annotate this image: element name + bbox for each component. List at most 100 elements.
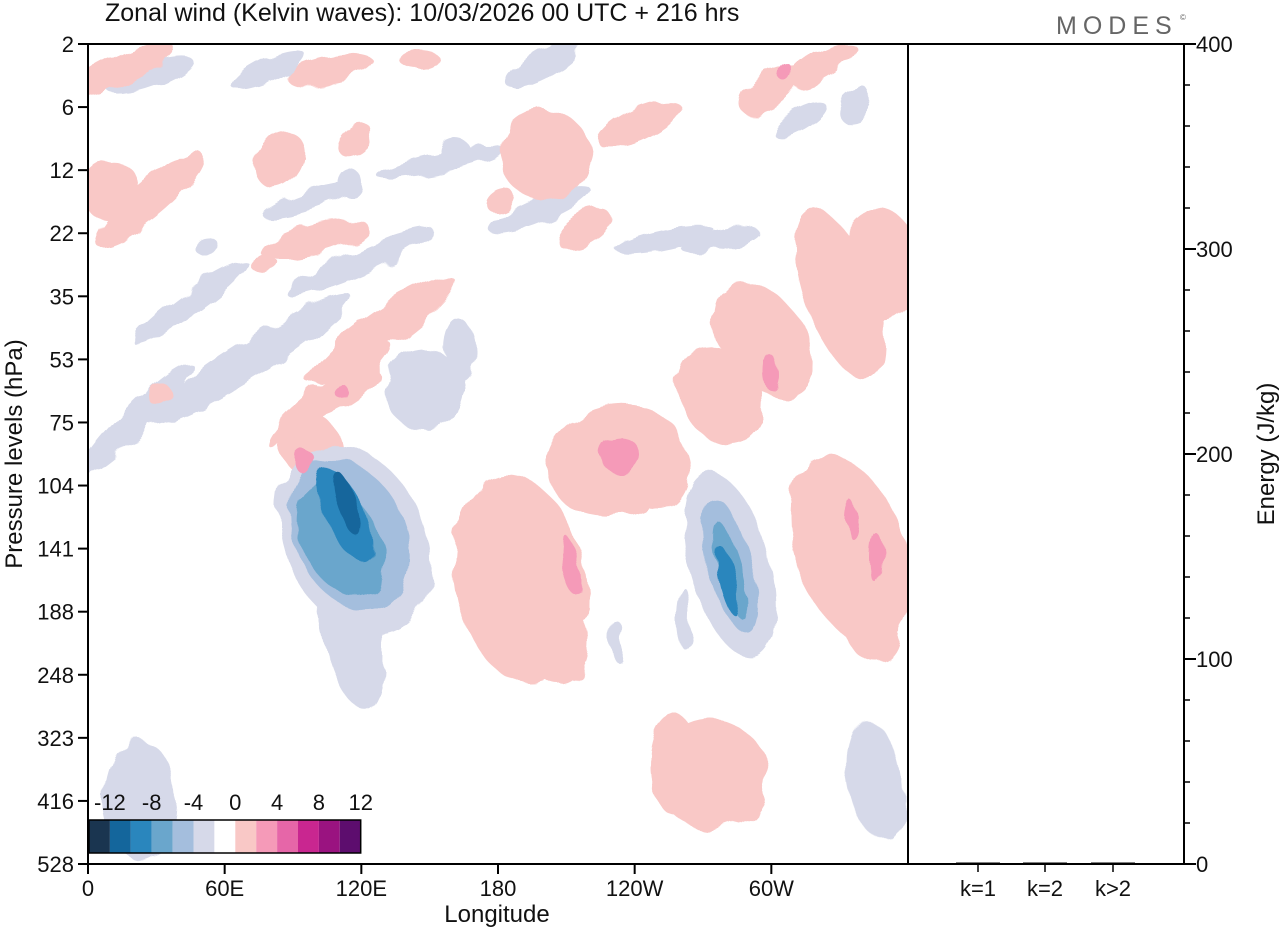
energy-tick-label: 200 [1196, 442, 1233, 467]
colorbar-swatch [298, 820, 319, 853]
positive-wind-contour [88, 44, 175, 99]
energy-category-label: k=2 [1027, 876, 1063, 901]
positive-wind-contour [486, 188, 514, 212]
pressure-tick-label: 75 [50, 410, 74, 435]
positive-wind-contour [285, 54, 375, 86]
negative-wind-contour [262, 181, 358, 219]
energy-category-label: k>2 [1095, 876, 1131, 901]
pressure-tick-label: 104 [37, 474, 74, 499]
pressure-tick-label: 12 [50, 158, 74, 183]
positive-wind-contour [305, 276, 455, 384]
longitude-tick-label: 0 [82, 876, 94, 901]
energy-tick-label: 300 [1196, 237, 1233, 262]
longitude-tick-label: 60W [749, 876, 794, 901]
plot-frame [87, 43, 909, 865]
positive-wind-contour [148, 383, 172, 407]
negative-wind-contour [680, 227, 760, 253]
energy-axis-label: Energy (J/kg) [1253, 383, 1280, 526]
energy-category-label: k=1 [960, 876, 996, 901]
energy-bar [1091, 862, 1135, 864]
positive-wind-contour [598, 101, 682, 149]
colorbar-label: -4 [184, 790, 204, 815]
positive-wind-contour [334, 382, 346, 398]
negative-wind-contour [376, 145, 504, 179]
negative-wind-contour [385, 350, 465, 430]
pressure-tick-label: 2 [62, 32, 74, 57]
negative-wind-contour [338, 169, 362, 197]
negative-wind-contour [773, 102, 827, 138]
positive-wind-contour [650, 715, 700, 815]
positive-wind-contour [600, 437, 640, 473]
colorbar-label: 12 [348, 790, 372, 815]
modes-logo-mark: © [1180, 13, 1186, 22]
colorbar-swatch [339, 820, 361, 853]
positive-wind-contour [794, 209, 886, 381]
y-axis-label: Pressure levels (hPa) [1, 339, 28, 568]
energy-bars: k=1 k=2 k>2 [956, 862, 1135, 901]
colorbar-swatch [214, 820, 236, 853]
positive-wind-contour [558, 210, 612, 250]
positive-wind-contour [255, 131, 305, 189]
colorbar-swatch [109, 820, 131, 853]
colorbar-label: -8 [142, 790, 162, 815]
pressure-axis: 2 6 12 22 35 53 75 104 141 188 248 323 416 528 [37, 32, 88, 877]
negative-wind-contour [445, 320, 475, 380]
negative-wind-contour [616, 225, 714, 255]
colorbar-swatch [130, 820, 152, 853]
positive-wind-contour [400, 50, 440, 70]
negative-wind-contour [845, 720, 905, 840]
modes-logo: MODES [1056, 12, 1178, 40]
colorbar-border [88, 819, 362, 854]
positive-wind-contour [764, 354, 776, 390]
colorbar-swatch [172, 820, 194, 853]
positive-wind-contour [560, 535, 580, 595]
colorbar-label: 8 [313, 790, 325, 815]
positive-wind-contour [784, 44, 856, 89]
positive-wind-contour [846, 502, 858, 538]
colorbar-swatch [235, 820, 257, 853]
contour-field [88, 44, 908, 860]
positive-wind-contour [778, 62, 792, 82]
colorbar-swatch [256, 820, 278, 853]
pressure-tick-label: 53 [50, 347, 74, 372]
positive-wind-contour [872, 535, 884, 585]
positive-wind-contour [337, 124, 373, 156]
negative-wind-contour [716, 545, 738, 615]
pressure-tick-label: 416 [37, 789, 74, 814]
colorbar-swatch [318, 820, 340, 853]
positive-wind-contour [295, 450, 315, 474]
colorbar-label: 0 [229, 790, 241, 815]
longitude-tick-label: 120W [606, 876, 664, 901]
pressure-tick-label: 141 [37, 537, 74, 562]
energy-axis: 0 100 200 300 400 [1184, 32, 1233, 877]
longitude-axis: 0 60E 120E 180 120W 60W [82, 864, 794, 901]
energy-bar [956, 862, 1000, 864]
negative-wind-contour [837, 88, 873, 122]
colorbar-label: -12 [94, 790, 126, 815]
positive-wind-contour [266, 344, 394, 446]
energy-tick-label: 100 [1196, 647, 1233, 672]
negative-wind-contour [332, 471, 364, 539]
energy-bar [1023, 862, 1067, 864]
positive-wind-contour [677, 347, 763, 443]
negative-wind-contour [440, 138, 470, 162]
pressure-tick-label: 22 [50, 221, 74, 246]
negative-wind-contour [132, 260, 248, 344]
colorbar-swatch [89, 820, 110, 853]
positive-wind-contour [837, 576, 903, 664]
negative-wind-contour [488, 186, 592, 234]
pressure-tick-label: 528 [37, 852, 74, 877]
negative-wind-contour [193, 235, 217, 255]
colorbar-label: 4 [271, 790, 283, 815]
colorbar: -12 -8 -4 0 4 8 12 [88, 790, 373, 854]
pressure-tick-label: 35 [50, 284, 74, 309]
pressure-tick-label: 323 [37, 726, 74, 751]
pressure-tick-label: 6 [62, 95, 74, 120]
longitude-tick-label: 60E [205, 876, 244, 901]
longitude-tick-label: 180 [480, 876, 517, 901]
positive-wind-contour [530, 605, 590, 685]
positive-wind-contour [156, 157, 194, 189]
pressure-tick-label: 188 [37, 600, 74, 625]
colorbar-swatch [151, 820, 173, 853]
